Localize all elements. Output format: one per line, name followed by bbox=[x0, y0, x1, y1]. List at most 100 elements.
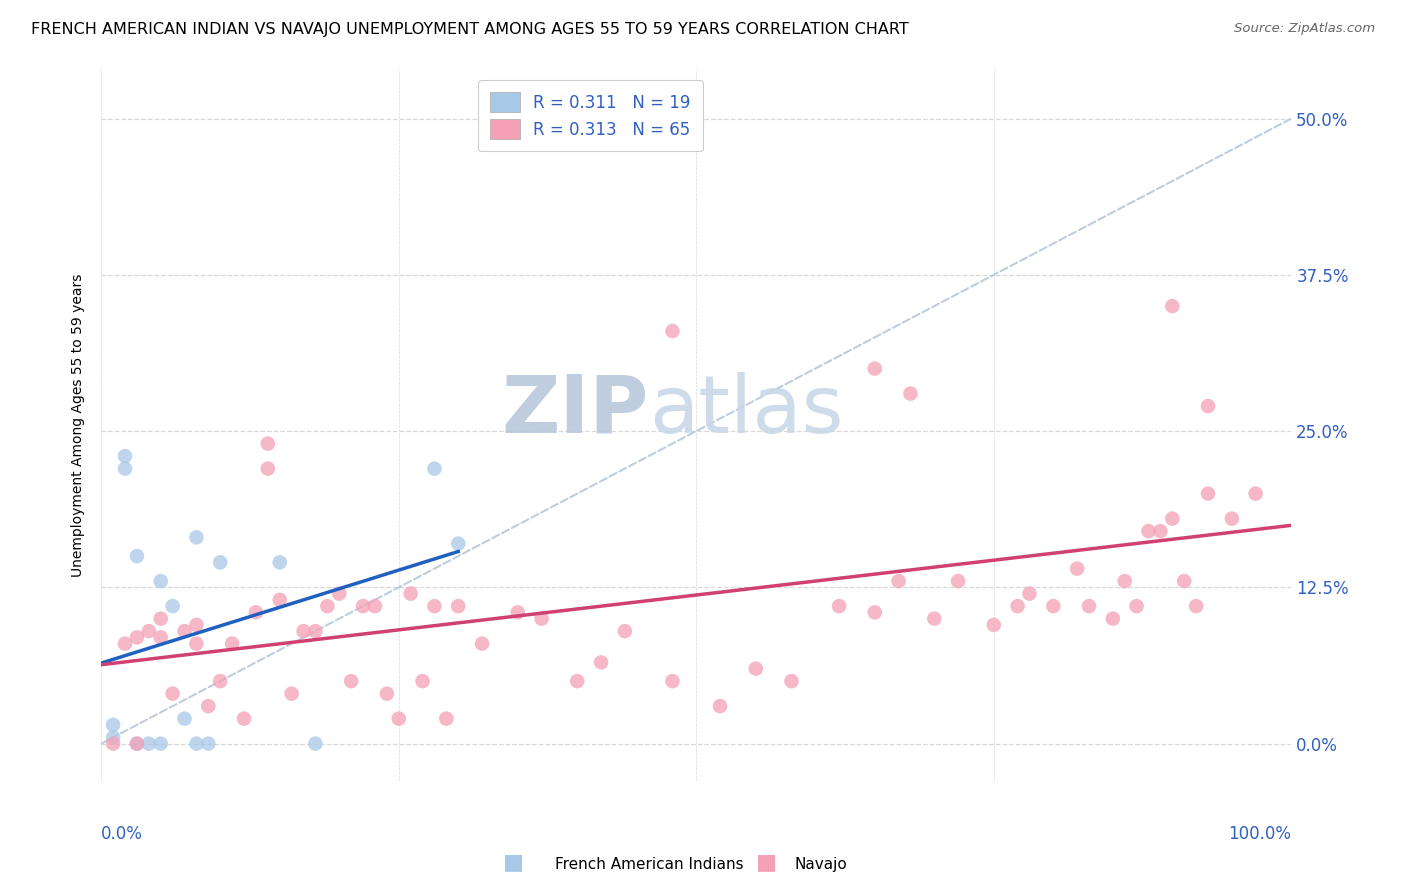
Point bbox=[900, 386, 922, 401]
Point bbox=[304, 737, 326, 751]
Point bbox=[1066, 561, 1088, 575]
Point bbox=[983, 618, 1005, 632]
Point bbox=[1197, 399, 1219, 413]
Point bbox=[114, 637, 136, 651]
Point bbox=[197, 699, 219, 714]
Point bbox=[1101, 612, 1123, 626]
Point bbox=[114, 449, 136, 463]
Point bbox=[256, 436, 278, 450]
Point bbox=[447, 536, 470, 550]
Point bbox=[1244, 486, 1267, 500]
Point bbox=[125, 549, 148, 563]
Point bbox=[280, 687, 302, 701]
Text: ■: ■ bbox=[503, 853, 523, 872]
Point bbox=[745, 662, 768, 676]
Point bbox=[114, 461, 136, 475]
Point bbox=[101, 718, 124, 732]
Point bbox=[256, 461, 278, 475]
Point bbox=[1185, 599, 1208, 614]
Point bbox=[304, 624, 326, 639]
Point bbox=[388, 712, 411, 726]
Point bbox=[138, 624, 160, 639]
Point bbox=[709, 699, 731, 714]
Point bbox=[197, 737, 219, 751]
Point bbox=[946, 574, 969, 588]
Point bbox=[423, 461, 446, 475]
Point bbox=[423, 599, 446, 614]
Point bbox=[162, 599, 184, 614]
Point bbox=[173, 712, 195, 726]
Point bbox=[149, 574, 172, 588]
Point bbox=[1114, 574, 1136, 588]
Point bbox=[589, 656, 612, 670]
Point bbox=[149, 737, 172, 751]
Point bbox=[887, 574, 910, 588]
Text: FRENCH AMERICAN INDIAN VS NAVAJO UNEMPLOYMENT AMONG AGES 55 TO 59 YEARS CORRELAT: FRENCH AMERICAN INDIAN VS NAVAJO UNEMPLO… bbox=[31, 22, 908, 37]
Point bbox=[434, 712, 457, 726]
Point bbox=[149, 612, 172, 626]
Point bbox=[863, 606, 886, 620]
Point bbox=[221, 637, 243, 651]
Point bbox=[863, 361, 886, 376]
Point bbox=[209, 555, 232, 569]
Point bbox=[328, 586, 350, 600]
Point bbox=[292, 624, 315, 639]
Point bbox=[316, 599, 339, 614]
Point bbox=[149, 631, 172, 645]
Point bbox=[340, 674, 363, 689]
Point bbox=[506, 606, 529, 620]
Point bbox=[186, 737, 208, 751]
Point bbox=[1149, 524, 1171, 538]
Point bbox=[1078, 599, 1101, 614]
Point bbox=[125, 737, 148, 751]
Point bbox=[1161, 299, 1184, 313]
Point bbox=[245, 606, 267, 620]
Point bbox=[269, 592, 291, 607]
Point bbox=[1007, 599, 1029, 614]
Point bbox=[173, 624, 195, 639]
Point bbox=[1220, 511, 1243, 525]
Point bbox=[567, 674, 589, 689]
Point bbox=[613, 624, 636, 639]
Point bbox=[1161, 511, 1184, 525]
Point bbox=[1042, 599, 1064, 614]
Legend: R = 0.311   N = 19, R = 0.313   N = 65: R = 0.311 N = 19, R = 0.313 N = 65 bbox=[478, 80, 703, 151]
Point bbox=[125, 631, 148, 645]
Point bbox=[780, 674, 803, 689]
Text: ■: ■ bbox=[756, 853, 776, 872]
Point bbox=[447, 599, 470, 614]
Point bbox=[364, 599, 387, 614]
Point bbox=[1125, 599, 1147, 614]
Text: Navajo: Navajo bbox=[794, 857, 848, 872]
Text: 0.0%: 0.0% bbox=[101, 825, 143, 843]
Point bbox=[828, 599, 851, 614]
Y-axis label: Unemployment Among Ages 55 to 59 years: Unemployment Among Ages 55 to 59 years bbox=[72, 273, 86, 576]
Point bbox=[661, 674, 683, 689]
Point bbox=[186, 618, 208, 632]
Point bbox=[352, 599, 374, 614]
Point bbox=[138, 737, 160, 751]
Point bbox=[125, 737, 148, 751]
Point bbox=[209, 674, 232, 689]
Text: Source: ZipAtlas.com: Source: ZipAtlas.com bbox=[1234, 22, 1375, 36]
Text: French American Indians: French American Indians bbox=[555, 857, 744, 872]
Point bbox=[1173, 574, 1195, 588]
Point bbox=[1018, 586, 1040, 600]
Point bbox=[399, 586, 422, 600]
Point bbox=[661, 324, 683, 338]
Point bbox=[233, 712, 256, 726]
Point bbox=[375, 687, 398, 701]
Point bbox=[471, 637, 494, 651]
Text: ZIP: ZIP bbox=[502, 372, 648, 450]
Point bbox=[1197, 486, 1219, 500]
Point bbox=[1137, 524, 1160, 538]
Point bbox=[412, 674, 434, 689]
Point bbox=[269, 555, 291, 569]
Text: 100.0%: 100.0% bbox=[1229, 825, 1291, 843]
Point bbox=[186, 530, 208, 544]
Point bbox=[924, 612, 946, 626]
Point bbox=[530, 612, 553, 626]
Point bbox=[101, 731, 124, 745]
Point bbox=[162, 687, 184, 701]
Point bbox=[101, 737, 124, 751]
